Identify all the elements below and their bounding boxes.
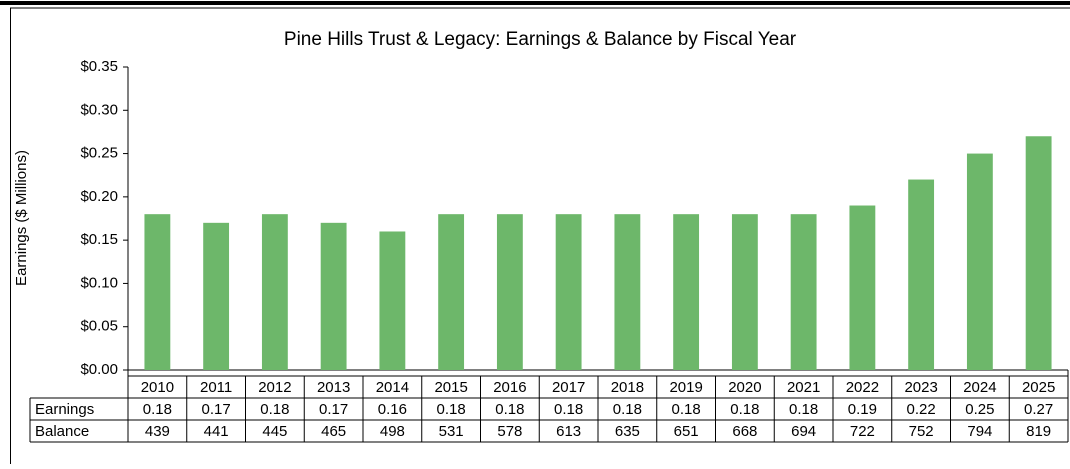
bar (673, 214, 700, 370)
x-tick-label: 2018 (611, 379, 644, 396)
table-cell: 498 (380, 423, 405, 440)
bar (731, 214, 758, 370)
bar (379, 231, 406, 370)
bar (144, 214, 171, 370)
table-cell: 439 (145, 423, 170, 440)
table-cell: 613 (556, 423, 581, 440)
x-tick-label: 2011 (200, 379, 232, 396)
x-tick-label: 2014 (376, 379, 409, 396)
table-cell: 0.18 (789, 401, 818, 418)
x-tick-label: 2021 (787, 379, 820, 396)
x-tick-label: 2020 (728, 379, 761, 396)
table-row-label: Earnings (35, 401, 94, 418)
table-cell: 651 (674, 423, 699, 440)
table-cell: 722 (850, 423, 875, 440)
y-tick-label: $0.20 (80, 188, 118, 205)
y-tick-label: $0.35 (80, 58, 118, 75)
x-tick-label: 2016 (493, 379, 526, 396)
y-tick-label: $0.30 (80, 101, 118, 118)
y-tick-label: $0.15 (80, 231, 118, 248)
table-cell: 752 (909, 423, 934, 440)
bar (203, 222, 230, 370)
table-cell: 0.19 (848, 401, 877, 418)
table-cell: 668 (732, 423, 757, 440)
y-tick-label: $0.05 (80, 318, 118, 335)
table-cell: 445 (262, 423, 287, 440)
bar (849, 205, 876, 370)
table-cell: 0.18 (554, 401, 583, 418)
bar (790, 214, 817, 370)
bar (496, 214, 523, 370)
x-tick-label: 2012 (258, 379, 291, 396)
bar (614, 214, 641, 370)
table-cell: 0.18 (613, 401, 642, 418)
bar (908, 179, 935, 370)
x-tick-label: 2015 (434, 379, 467, 396)
x-tick-label: 2022 (846, 379, 879, 396)
table-cell: 531 (439, 423, 464, 440)
table-cell: 0.17 (319, 401, 348, 418)
x-tick-label: 2024 (963, 379, 996, 396)
chart-title: Pine Hills Trust & Legacy: Earnings & Ba… (284, 29, 797, 50)
table-cell: 819 (1026, 423, 1051, 440)
x-tick-label: 2019 (669, 379, 702, 396)
bar (261, 214, 288, 370)
x-tick-label: 2023 (904, 379, 937, 396)
y-axis-title: Earnings ($ Millions) (13, 150, 30, 286)
table-cell: 0.18 (437, 401, 466, 418)
bar (966, 153, 993, 370)
bar (1025, 136, 1052, 370)
table-cell: 0.18 (730, 401, 759, 418)
table-cell: 0.18 (495, 401, 524, 418)
x-tick-label: 2017 (552, 379, 585, 396)
table-row-label: Balance (35, 423, 89, 440)
table-cell: 0.16 (378, 401, 407, 418)
x-tick-label: 2025 (1022, 379, 1055, 396)
bar (438, 214, 465, 370)
table-cell: 0.18 (672, 401, 701, 418)
table-cell: 441 (204, 423, 229, 440)
y-tick-label: $0.25 (80, 145, 118, 162)
bar (555, 214, 582, 370)
x-tick-label: 2010 (141, 379, 174, 396)
table-cell: 694 (791, 423, 816, 440)
table-cell: 0.25 (965, 401, 994, 418)
table-cell: 0.27 (1024, 401, 1053, 418)
table-cell: 0.18 (260, 401, 289, 418)
table-cell: 0.17 (202, 401, 231, 418)
y-tick-label: $0.00 (80, 361, 118, 378)
y-tick-label: $0.10 (80, 274, 118, 291)
table-cell: 794 (967, 423, 992, 440)
table-cell: 578 (497, 423, 522, 440)
table-cell: 0.18 (143, 401, 172, 418)
table-cell: 635 (615, 423, 640, 440)
table-cell: 465 (321, 423, 346, 440)
bar (320, 222, 347, 370)
x-tick-label: 2013 (317, 379, 350, 396)
table-cell: 0.22 (907, 401, 936, 418)
